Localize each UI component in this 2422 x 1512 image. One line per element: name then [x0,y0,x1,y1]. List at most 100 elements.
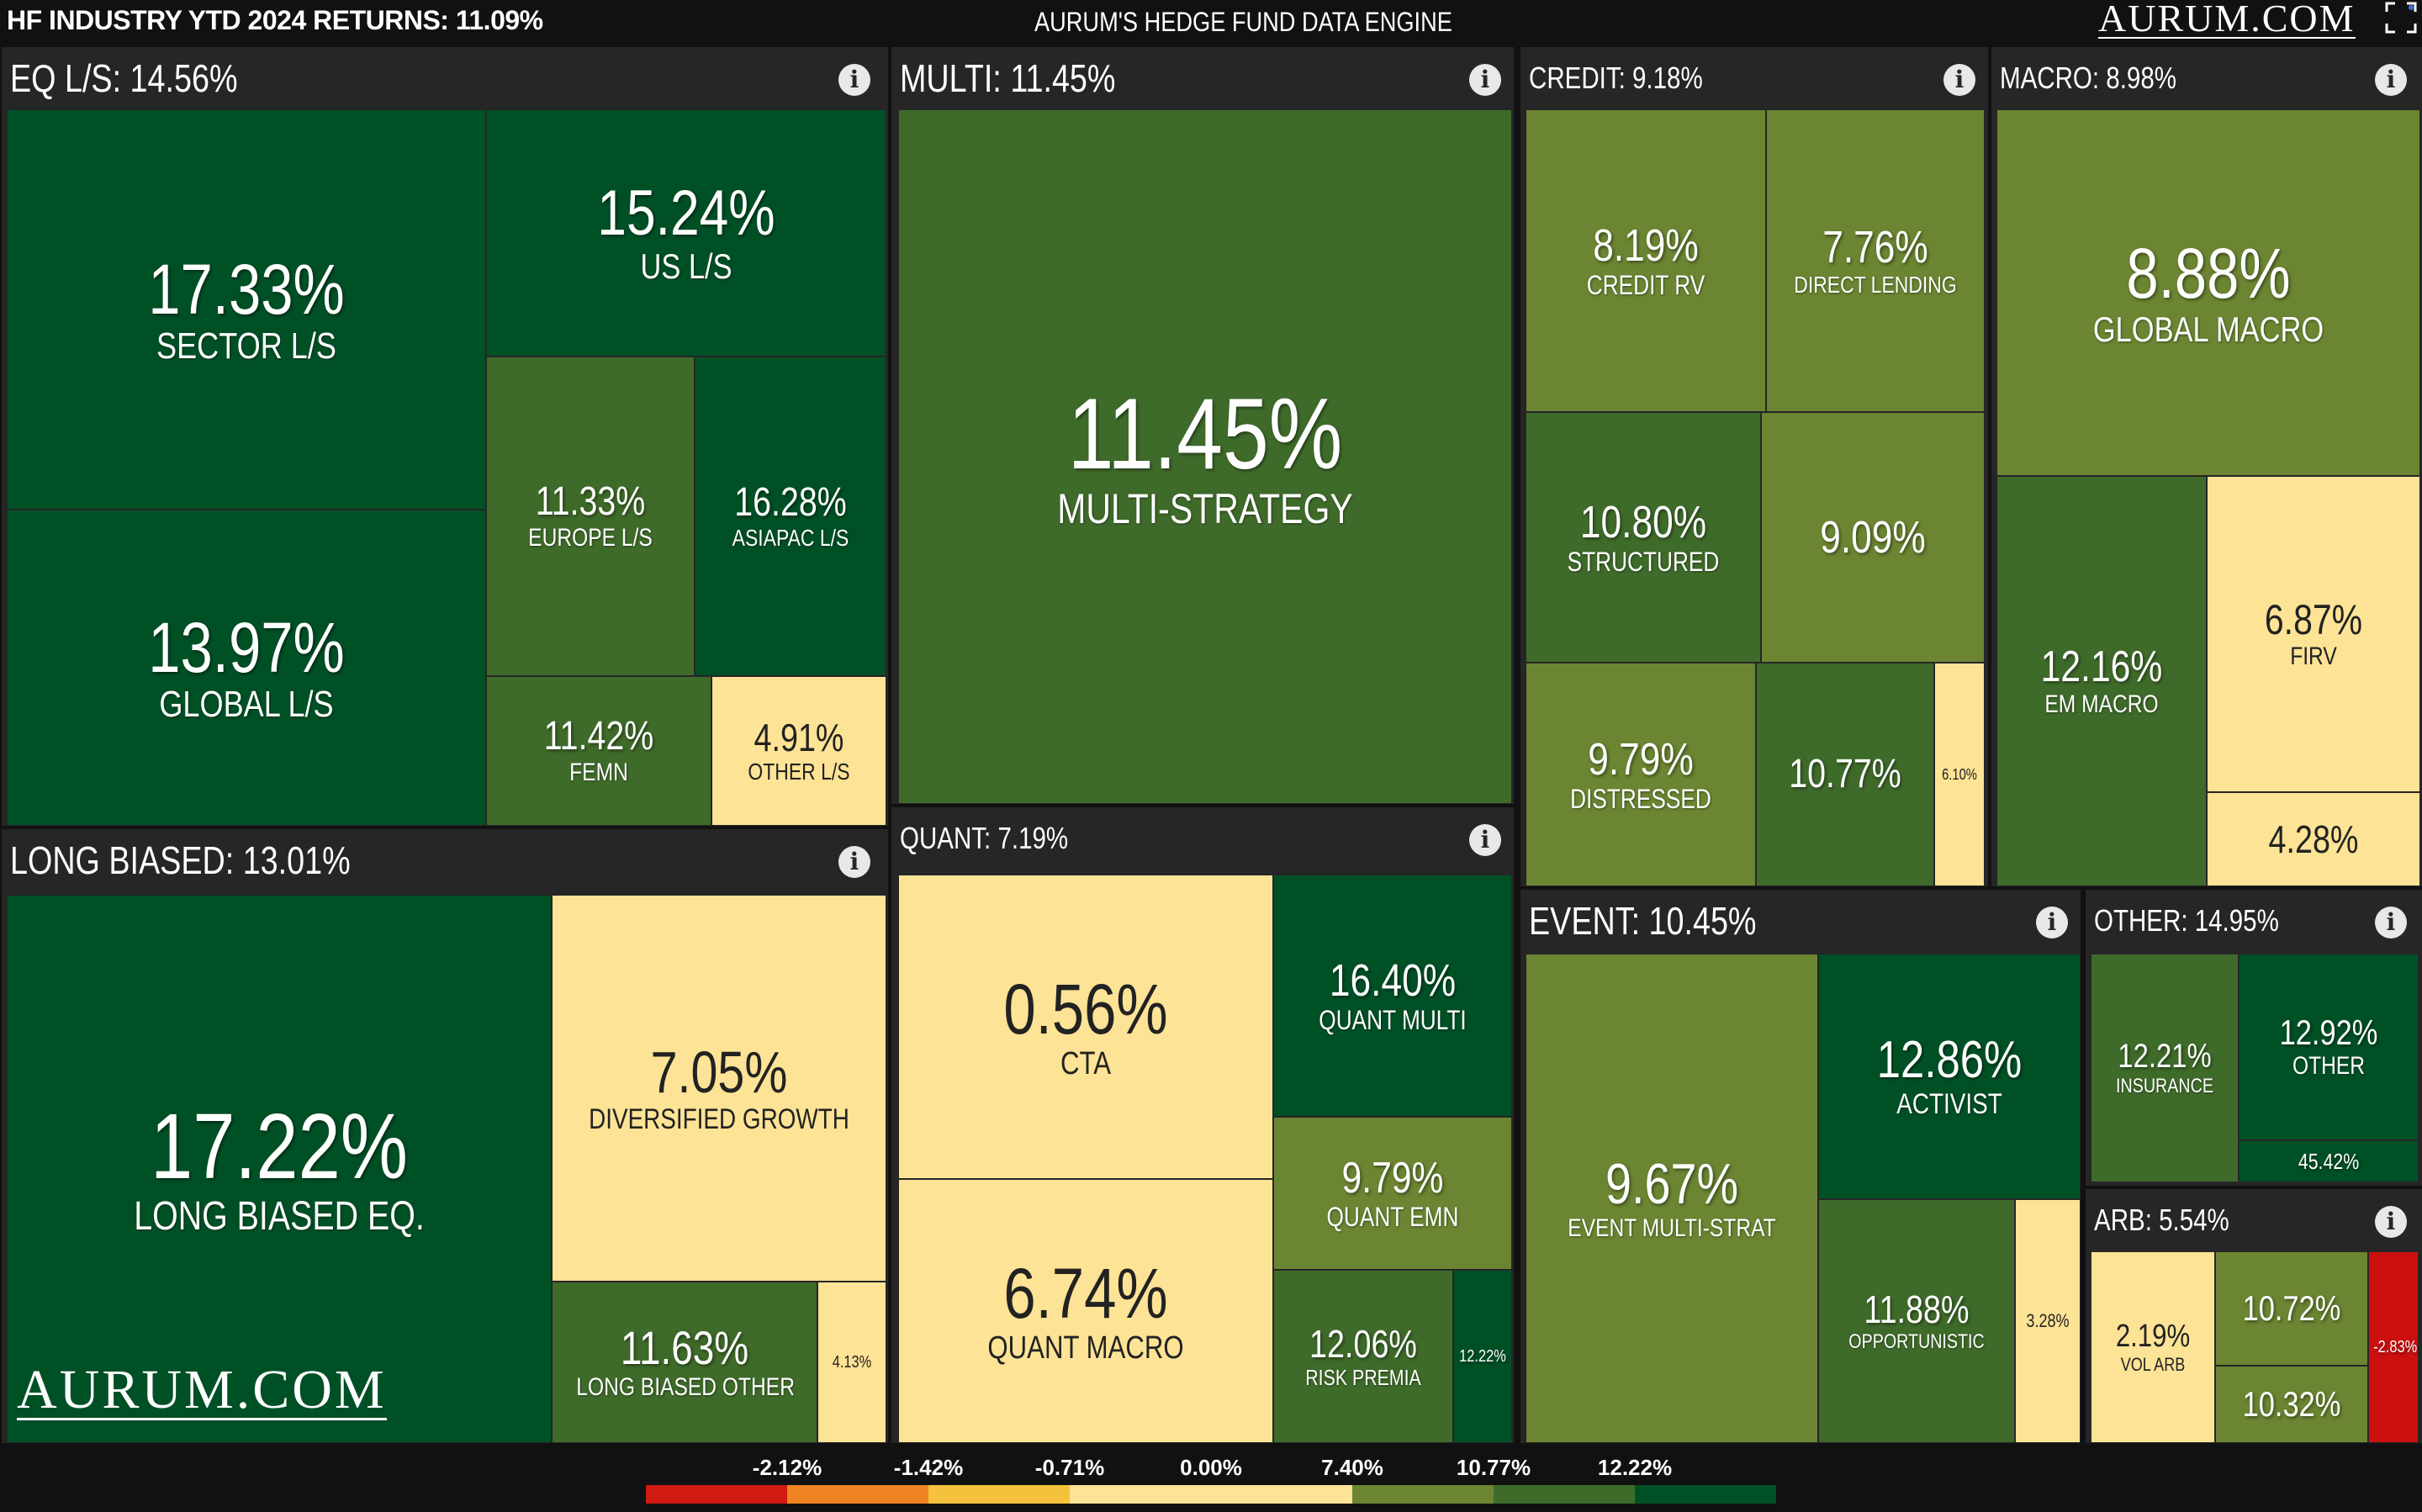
treemap-tile[interactable]: 4.91% OTHER L/S [711,676,886,826]
treemap-tile[interactable]: 9.09% [1761,412,1985,663]
legend-swatch [1211,1485,1352,1504]
treemap-tile[interactable]: 12.92% OTHER [2239,954,2419,1140]
treemap-tile[interactable]: -2.83% [2368,1251,2419,1443]
treemap-tile[interactable]: 9.79% QUANT EMN [1273,1117,1512,1270]
tile-label: RISK PREMIA [1305,1365,1421,1390]
tile-value: 2.19% [2115,1319,2191,1354]
treemap-tile[interactable]: 8.19% CREDIT RV [1526,109,1766,412]
treemap-tile[interactable]: 4.13% [817,1282,886,1443]
info-icon[interactable]: i [1469,64,1501,96]
treemap-tile[interactable]: 9.67% EVENT MULTI-STRAT [1526,954,1818,1443]
treemap-tile[interactable]: 8.88% GLOBAL MACRO [1996,109,2420,476]
treemap-tile[interactable]: 11.45% MULTI-STRATEGY [898,109,1512,804]
tile-label: OPPORTUNISTIC [1848,1330,1985,1353]
treemap-tile[interactable]: 6.87% FIRV [2207,476,2420,792]
treemap-tile[interactable]: 17.33% SECTOR L/S [7,109,486,510]
treemap-tile[interactable]: 7.76% DIRECT LENDING [1766,109,1985,412]
tile-value: 7.05% [650,1039,788,1105]
treemap-tile[interactable]: 2.19% VOL ARB [2091,1251,2215,1443]
tile-label: SECTOR L/S [156,325,336,367]
treemap-tile[interactable]: 7.05% DIVERSIFIED GROWTH [552,895,886,1282]
treemap-tile[interactable]: 11.42% FEMN [486,676,711,826]
tile-value: 0.56% [1003,970,1168,1049]
treemap-tile[interactable]: 12.06% RISK PREMIA [1273,1270,1453,1443]
tile-label: GLOBAL L/S [159,684,334,725]
tile-label: EM MACRO [2044,690,2159,718]
treemap-tile[interactable]: 0.56% CTA [898,875,1273,1179]
treemap-tile[interactable]: 12.22% [1453,1270,1512,1443]
info-icon[interactable]: i [2375,1206,2407,1238]
expand-icon[interactable] [2385,2,2417,34]
tile-value: 12.06% [1309,1322,1417,1366]
treemap-tile[interactable]: 15.24% US L/S [486,109,886,357]
treemap-tile[interactable]: 10.32% [2215,1366,2368,1443]
treemap-tile[interactable]: 10.80% STRUCTURED [1526,412,1761,663]
color-legend: -2.12% -1.42% -0.71% 0.00% 7.40% 10.77% 12.22% [0,1445,2422,1512]
tile-label: DIVERSIFIED GROWTH [589,1103,849,1135]
tile-value: 12.86% [1876,1031,2023,1089]
treemap-tile[interactable]: 9.79% DISTRESSED [1526,663,1756,886]
legend-label: -1.42% [893,1455,964,1480]
treemap-tile[interactable]: 16.40% QUANT MULTI [1273,875,1512,1117]
treemap-tile[interactable]: 11.33% EUROPE L/S [486,357,695,676]
treemap-tile[interactable]: 17.22% LONG BIASED EQ. [7,895,552,1443]
info-icon[interactable]: i [838,64,870,96]
treemap-tile[interactable]: 6.10% [1934,663,1985,886]
tile-value: 11.33% [535,479,646,524]
legend-label: 12.22% [1597,1455,1673,1480]
treemap-tile[interactable]: 10.77% [1756,663,1934,886]
treemap-tile[interactable]: 6.74% QUANT MACRO [898,1179,1273,1443]
industry-returns-title: HF INDUSTRY YTD 2024 RETURNS: 11.09% [7,5,543,35]
legend-swatch [1494,1485,1635,1504]
tile-value: 6.87% [2264,596,2363,643]
aurum-watermark: AURUM.COM [17,1359,387,1420]
treemap-tile[interactable]: 45.42% [2239,1140,2419,1182]
tile-value: 9.79% [1588,734,1694,785]
tile-value: 4.13% [832,1353,872,1372]
top-bar: HF INDUSTRY YTD 2024 RETURNS: 11.09% AUR… [0,0,2422,45]
tile-label: CREDIT RV [1586,270,1705,300]
tile-value: 11.63% [620,1321,749,1374]
info-icon[interactable]: i [2375,64,2407,96]
treemap-tile[interactable]: 12.86% ACTIVIST [1818,954,2081,1199]
tile-value: 6.10% [1942,766,1977,783]
tile-value: 17.33% [148,250,345,329]
info-icon[interactable]: i [1469,824,1501,856]
legend-swatch [1070,1485,1211,1504]
treemap-tile[interactable]: 3.28% [2015,1199,2081,1443]
sector-title: CREDIT: 9.18% [1529,61,1703,95]
legend-label: -2.12% [752,1455,822,1480]
treemap-tile[interactable]: 13.97% GLOBAL L/S [7,510,486,826]
treemap-tile[interactable]: 16.28% ASIAPAC L/S [695,357,886,676]
tile-label: QUANT MACRO [987,1330,1184,1366]
legend-label: 0.00% [1180,1455,1242,1480]
tile-value: 7.76% [1822,222,1928,272]
tile-label: INSURANCE [2116,1075,2213,1097]
treemap-tile[interactable]: 11.88% OPPORTUNISTIC [1818,1199,2015,1443]
treemap-tile[interactable]: 12.16% EM MACRO [1996,476,2207,886]
tile-value: 9.67% [1605,1152,1739,1216]
sector-title: EVENT: 10.45% [1529,899,1757,943]
treemap-tile[interactable]: 10.72% [2215,1251,2368,1366]
tile-label: EVENT MULTI-STRAT [1568,1214,1776,1242]
info-icon[interactable]: i [2036,907,2068,938]
tile-value: 10.72% [2242,1288,2341,1328]
legend-swatch [787,1485,928,1504]
tile-value: 15.24% [597,177,775,249]
info-icon[interactable]: i [2375,907,2407,938]
aurum-logo-link[interactable]: AURUM.COM [2098,0,2356,40]
tile-label: EUROPE L/S [528,524,653,552]
treemap-tile[interactable]: 11.63% LONG BIASED OTHER [552,1282,817,1443]
legend-label: -0.71% [1034,1455,1105,1480]
tile-value: 11.88% [1864,1287,1970,1331]
sector-title: EQ L/S: 14.56% [10,56,238,100]
treemap-tile[interactable]: 12.21% INSURANCE [2091,954,2239,1182]
tile-label: QUANT MULTI [1319,1005,1467,1035]
legend-label: 10.77% [1456,1455,1531,1480]
info-icon[interactable]: i [1943,64,1975,96]
tile-value: 16.28% [734,480,847,525]
tile-label: FEMN [569,759,628,786]
info-icon[interactable]: i [838,846,870,878]
tile-value: 6.74% [1003,1254,1168,1333]
treemap-tile[interactable]: 4.28% [2207,792,2420,886]
